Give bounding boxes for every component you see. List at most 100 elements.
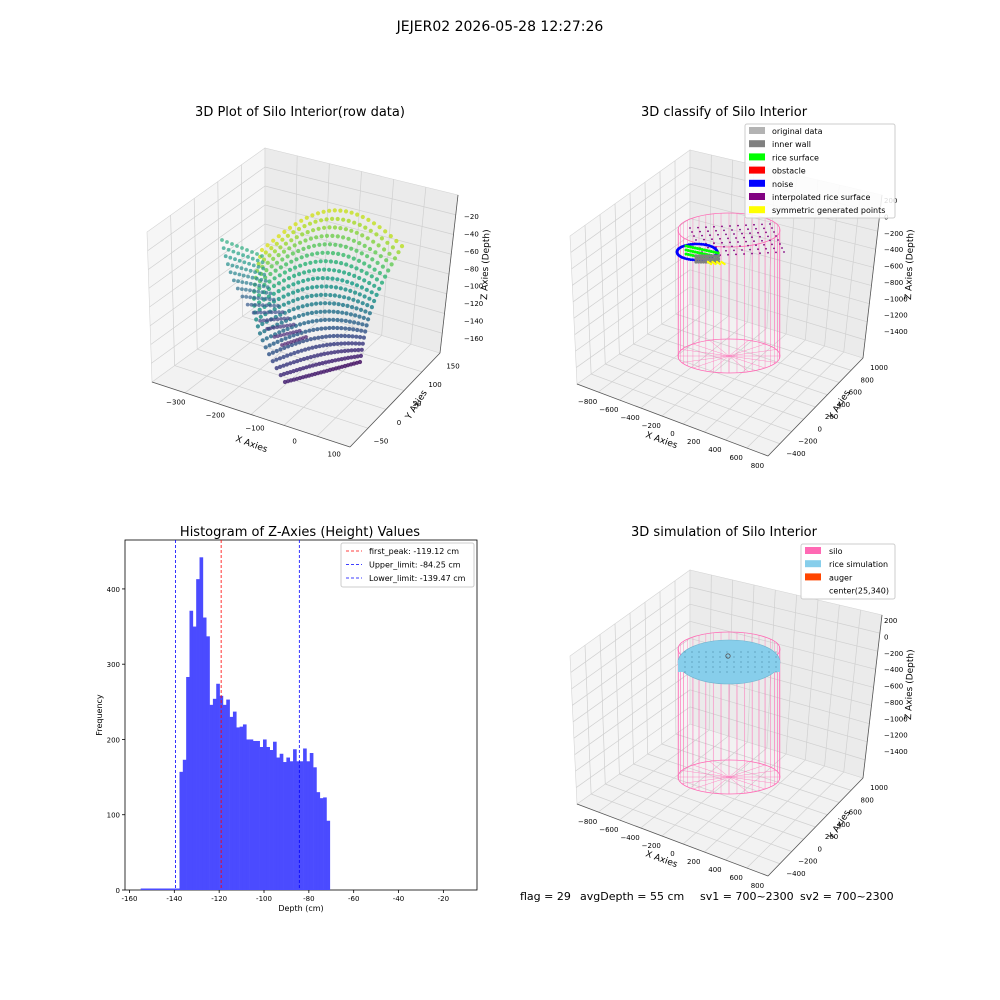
grid-line <box>824 604 840 767</box>
legend-label: Lower_limit: -139.47 cm <box>369 574 466 583</box>
rice-surface-point <box>691 246 695 249</box>
raw-data-point <box>279 338 284 343</box>
raw-data-point <box>265 243 270 248</box>
rice-surface-point <box>686 253 690 256</box>
interpolated-surface-point <box>731 245 733 248</box>
p4-x-tick-label: −200 <box>642 842 661 850</box>
raw-data-point <box>360 301 365 306</box>
interpolated-surface-point <box>713 225 715 228</box>
raw-data-point <box>285 323 289 328</box>
rice-simulation-body <box>678 660 780 672</box>
raw-data-point <box>286 341 290 345</box>
raw-data-point <box>352 273 357 278</box>
raw-data-point <box>268 326 273 331</box>
raw-data-point <box>257 271 262 276</box>
p4-x-tick-label: −600 <box>599 826 618 834</box>
raw-data-point <box>386 268 391 273</box>
interpolated-surface-point <box>737 224 739 227</box>
raw-data-point <box>228 255 233 260</box>
rice-surface-point <box>691 250 695 253</box>
raw-data-point <box>252 289 256 293</box>
raw-data-point <box>291 369 296 374</box>
rice-simulation-point <box>768 661 770 663</box>
raw-data-point <box>339 261 344 266</box>
z-axis-line <box>439 194 459 354</box>
grid-line <box>674 160 677 315</box>
rice-simulation-point <box>698 651 700 653</box>
raw-data-point <box>350 281 355 286</box>
raw-data-point <box>273 310 278 315</box>
raw-data-point <box>309 293 314 298</box>
rice-simulation-point <box>684 656 686 658</box>
grid-line <box>605 363 792 432</box>
silo-floor-spoke <box>709 776 730 793</box>
raw-data-point <box>295 349 301 354</box>
raw-data-point <box>358 307 364 312</box>
raw-data-point <box>277 330 282 335</box>
silo-floor-spoke <box>728 343 766 357</box>
raw-data-point <box>314 301 319 306</box>
grid-line <box>264 204 452 255</box>
grid-line <box>575 689 691 772</box>
silo-floor-spoke <box>681 349 730 357</box>
raw-data-point <box>353 313 358 318</box>
p2-x-tick-label: −600 <box>599 406 618 414</box>
rice-surface-point <box>707 249 711 253</box>
grid-line <box>283 335 382 426</box>
raw-data-point <box>307 269 312 274</box>
panel-raw-3d: 3D Plot of Silo Interior(row data) −300−… <box>146 105 492 459</box>
raw-data-point <box>322 317 328 322</box>
legend-label: obstacle <box>772 167 806 176</box>
rice-surface-point <box>689 245 693 249</box>
raw-data-point <box>295 297 300 302</box>
raw-data-point <box>292 273 297 278</box>
rice-surface-point <box>693 250 697 254</box>
grid-line <box>571 603 691 690</box>
raw-data-point <box>246 255 250 259</box>
raw-data-point <box>272 276 277 281</box>
x-tick-label: -60 <box>348 895 359 903</box>
p2-y-tick-label: 800 <box>861 376 874 384</box>
raw-z-tick-label: −140 <box>464 318 483 326</box>
raw-data-point <box>240 294 245 299</box>
rice-simulation-point <box>719 671 721 673</box>
raw-data-point <box>332 350 337 355</box>
rice-simulation-point <box>754 656 756 658</box>
interpolated-surface-point <box>713 242 715 245</box>
raw-data-point <box>308 236 313 241</box>
raw-x-ticks: −300 −200 −100 0 100 <box>166 399 341 459</box>
raw-data-point <box>291 322 296 327</box>
raw-data-point <box>292 315 297 320</box>
raw-data-point <box>240 246 244 250</box>
interpolated-surface-point <box>729 225 731 227</box>
raw-data-point <box>359 328 364 333</box>
raw-data-point <box>265 260 270 265</box>
raw-data-point <box>328 342 333 347</box>
raw-data-point <box>280 257 285 262</box>
interpolated-surface-point <box>705 226 707 229</box>
histogram-bar <box>289 761 294 890</box>
raw-data-point <box>388 234 393 239</box>
rice-simulation-point <box>761 661 763 663</box>
p4-y-tick-label: −200 <box>798 858 817 866</box>
raw-data-point <box>295 359 300 364</box>
inner-wall-point <box>704 257 708 261</box>
raw-data-point <box>288 352 293 357</box>
histogram-x-axis-label: Depth (cm) <box>278 904 323 913</box>
grid-line <box>647 333 828 396</box>
raw-data-point <box>363 225 368 230</box>
raw-x-tick-label: −300 <box>166 399 185 407</box>
raw-data-point <box>256 265 261 269</box>
grid-line <box>150 261 266 345</box>
raw-data-point <box>399 244 405 249</box>
inner-wall-point <box>699 260 703 264</box>
interpolated-surface-point <box>767 251 769 254</box>
raw-data-point <box>281 294 286 299</box>
raw-data-point <box>327 334 332 339</box>
raw-data-point <box>303 238 308 243</box>
raw-data-point <box>356 347 361 353</box>
interpolated-surface-point <box>695 239 697 241</box>
rice-simulation-point <box>775 671 777 673</box>
histogram-bar <box>206 636 210 890</box>
